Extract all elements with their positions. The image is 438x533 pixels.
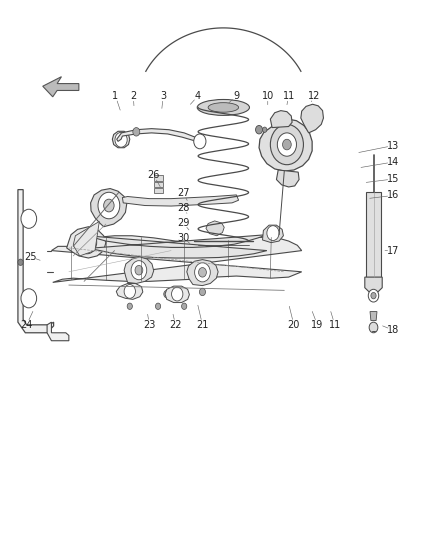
Polygon shape <box>301 104 323 133</box>
Text: 22: 22 <box>169 320 182 330</box>
Polygon shape <box>43 77 79 97</box>
Text: 17: 17 <box>387 246 399 256</box>
Circle shape <box>283 139 291 150</box>
Ellipse shape <box>197 100 250 115</box>
Polygon shape <box>206 221 224 236</box>
Bar <box>366 192 381 277</box>
Polygon shape <box>113 131 130 148</box>
Text: 14: 14 <box>387 157 399 167</box>
Polygon shape <box>117 128 202 143</box>
Text: 16: 16 <box>387 190 399 200</box>
Text: 10: 10 <box>261 91 274 101</box>
Text: 29: 29 <box>177 218 190 228</box>
Circle shape <box>371 293 376 299</box>
Text: 15: 15 <box>387 174 399 184</box>
Polygon shape <box>270 111 292 127</box>
Text: 30: 30 <box>177 233 190 243</box>
Circle shape <box>21 209 37 228</box>
Circle shape <box>182 303 187 310</box>
Polygon shape <box>47 322 69 341</box>
Text: 24: 24 <box>21 320 33 330</box>
Circle shape <box>78 230 97 254</box>
Text: 1: 1 <box>113 91 119 101</box>
Text: 9: 9 <box>233 91 240 101</box>
Polygon shape <box>51 236 302 282</box>
Text: 11: 11 <box>283 91 295 101</box>
Circle shape <box>21 289 37 308</box>
Text: 12: 12 <box>307 91 320 101</box>
Polygon shape <box>276 170 299 187</box>
Text: 25: 25 <box>25 252 37 262</box>
Circle shape <box>199 288 205 296</box>
Circle shape <box>198 268 206 277</box>
Text: 21: 21 <box>196 320 208 330</box>
Text: 3: 3 <box>160 91 166 101</box>
Circle shape <box>194 134 206 149</box>
Text: 4: 4 <box>195 91 201 101</box>
Text: 2: 2 <box>130 91 136 101</box>
Circle shape <box>270 124 304 165</box>
Bar <box>154 175 163 181</box>
Circle shape <box>255 125 262 134</box>
Polygon shape <box>18 190 53 333</box>
Polygon shape <box>67 227 106 258</box>
Circle shape <box>369 322 378 333</box>
Polygon shape <box>187 260 218 286</box>
Ellipse shape <box>208 103 239 112</box>
Circle shape <box>104 199 114 212</box>
Circle shape <box>164 290 170 298</box>
Polygon shape <box>165 286 189 303</box>
Polygon shape <box>116 284 143 300</box>
Text: 20: 20 <box>288 320 300 330</box>
Circle shape <box>277 133 297 156</box>
Circle shape <box>136 287 142 294</box>
Circle shape <box>262 127 267 132</box>
Circle shape <box>127 303 132 310</box>
Bar <box>154 188 163 193</box>
Text: 23: 23 <box>143 320 155 330</box>
Polygon shape <box>370 312 377 320</box>
Circle shape <box>18 259 23 265</box>
Polygon shape <box>124 257 154 284</box>
Circle shape <box>194 263 210 282</box>
Polygon shape <box>365 277 382 292</box>
Text: 11: 11 <box>328 320 341 330</box>
Circle shape <box>172 287 183 301</box>
Text: 27: 27 <box>177 188 190 198</box>
Circle shape <box>368 289 379 302</box>
Text: 28: 28 <box>177 203 190 213</box>
Circle shape <box>98 192 120 219</box>
Circle shape <box>83 237 92 247</box>
Polygon shape <box>87 235 267 258</box>
Circle shape <box>267 225 279 240</box>
Polygon shape <box>91 189 127 227</box>
Polygon shape <box>73 221 99 256</box>
Circle shape <box>115 132 127 147</box>
Bar <box>154 182 163 187</box>
Polygon shape <box>122 195 239 206</box>
Text: 13: 13 <box>387 141 399 151</box>
Text: 19: 19 <box>311 320 324 330</box>
Circle shape <box>133 127 140 136</box>
Polygon shape <box>259 119 312 171</box>
Circle shape <box>155 303 161 310</box>
Circle shape <box>131 261 147 280</box>
Polygon shape <box>262 225 283 243</box>
Circle shape <box>124 285 135 298</box>
Text: 18: 18 <box>387 325 399 335</box>
Circle shape <box>135 265 143 275</box>
Text: 26: 26 <box>148 171 160 180</box>
